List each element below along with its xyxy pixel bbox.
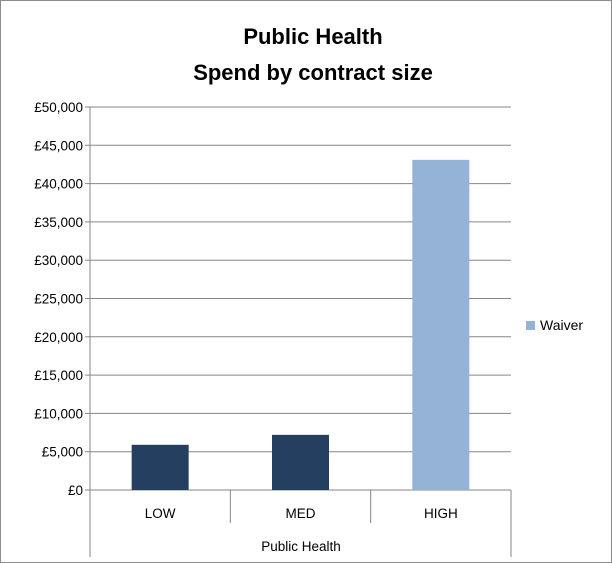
- x-category-label: LOW: [145, 506, 176, 521]
- chart-title-line-2: Spend by contract size: [193, 60, 433, 85]
- y-tick-label: £10,000: [34, 406, 83, 421]
- y-tick-label: £15,000: [34, 368, 83, 383]
- legend-label: Waiver: [540, 317, 583, 333]
- y-tick-label: £35,000: [34, 215, 83, 230]
- y-tick-label: £50,000: [34, 100, 83, 115]
- x-category-label: HIGH: [424, 506, 458, 521]
- x-category-label: MED: [286, 506, 316, 521]
- y-tick-label: £20,000: [34, 330, 83, 345]
- y-tick-label: £40,000: [34, 177, 83, 192]
- y-tick-label: £0: [68, 483, 83, 498]
- bars: [131, 159, 470, 490]
- y-tick-label: £45,000: [34, 138, 83, 153]
- legend-swatch: [526, 321, 535, 330]
- y-tick-label: £25,000: [34, 292, 83, 307]
- chart-title-line-1: Public Health: [243, 24, 382, 49]
- bar-med: [272, 434, 329, 490]
- legend: Waiver: [526, 317, 583, 333]
- x-axis-category-labels: LOW MED HIGH: [145, 506, 458, 521]
- y-tick-label: £30,000: [34, 253, 83, 268]
- y-tick-label: £5,000: [42, 445, 83, 460]
- bar-high: [412, 159, 470, 490]
- y-axis-tick-labels: £0 £5,000 £10,000 £15,000 £20,000 £25,000 £30,…: [34, 100, 83, 498]
- x-axis-group-label: Public Health: [261, 539, 341, 554]
- bar-low: [131, 444, 189, 490]
